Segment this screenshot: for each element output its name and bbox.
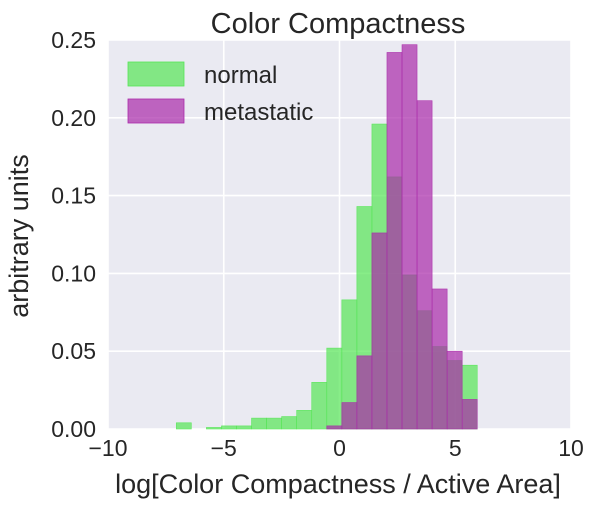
y-tick-label: 0.20 (51, 105, 96, 131)
metastatic-bar (461, 399, 478, 430)
x-tick-label: −5 (211, 435, 237, 461)
metastatic-legend-swatch (127, 98, 185, 124)
normal-bar (311, 382, 328, 430)
normal-bar (281, 416, 297, 430)
normal-bar (251, 417, 267, 430)
y-tick-label: 0.00 (51, 416, 96, 442)
series-metastatic (326, 44, 478, 430)
x-tick-label: −10 (88, 435, 127, 461)
x-tick-label: 10 (558, 435, 584, 461)
normal-legend-swatch (127, 61, 185, 87)
normal-bar (236, 425, 252, 430)
y-axis-title: arbitrary units (4, 154, 34, 318)
normal-bar (175, 422, 192, 430)
y-tick-label: 0.15 (51, 183, 96, 209)
metastatic-bar (341, 402, 358, 430)
metastatic-bar (386, 52, 403, 430)
normal-bar (206, 427, 222, 430)
metastatic-bar (446, 350, 463, 430)
normal-bar (326, 347, 343, 430)
metastatic-bar (416, 100, 433, 430)
legend: normal metastatic (127, 61, 313, 126)
metastatic-bar (356, 355, 373, 430)
metastatic-bar (401, 44, 418, 430)
metastatic-bar (371, 232, 388, 430)
y-tick-label: 0.25 (51, 27, 96, 53)
x-axis-title: log[Color Compactness / Active Area] (115, 469, 561, 499)
x-tick-label: 5 (449, 435, 462, 461)
metastatic-bar (431, 288, 448, 430)
normal-bar (266, 417, 282, 430)
chart-title: Color Compactness (211, 8, 466, 40)
y-tick-label: 0.10 (51, 260, 96, 286)
y-tick-label: 0.05 (51, 338, 96, 364)
metastatic-bar (326, 425, 343, 430)
normal-bar (221, 425, 237, 430)
metastatic-legend-label: metastatic (204, 99, 313, 126)
normal-bar (296, 410, 313, 430)
normal-legend-label: normal (204, 62, 277, 89)
x-tick-label: 0 (333, 435, 346, 461)
